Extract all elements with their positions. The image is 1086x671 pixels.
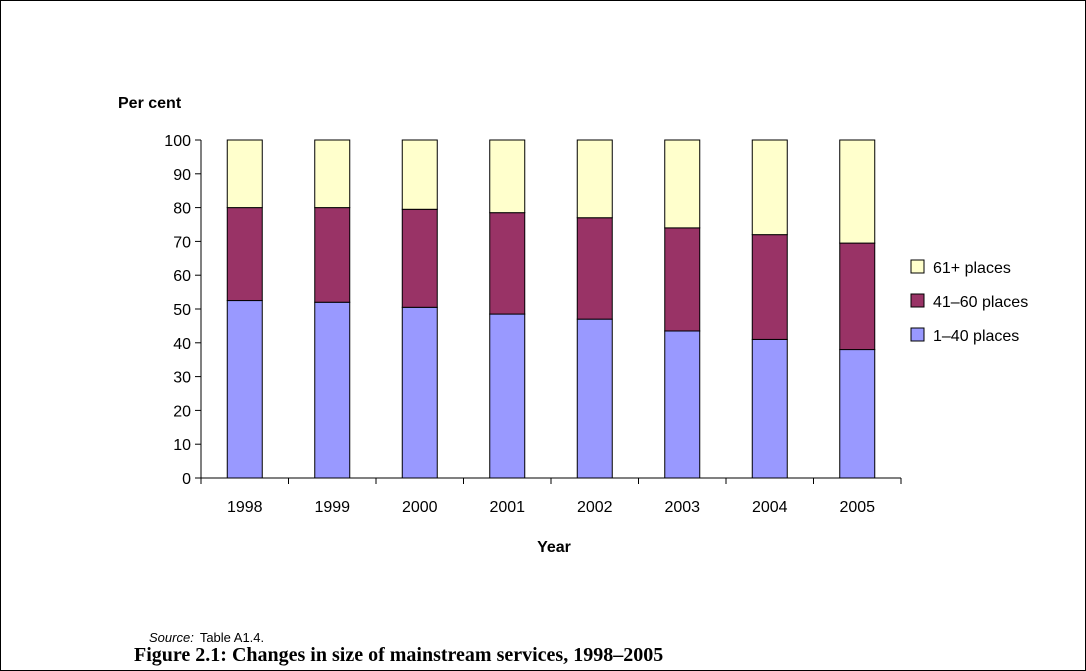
y-axis: 0 10 20 30 40 50 60 70 80 90 100 <box>164 133 202 488</box>
x-tick-label: 1999 <box>314 499 350 516</box>
x-tick-label: 2002 <box>577 499 613 516</box>
legend: 61+ places 41–60 places 1–40 places <box>910 259 1028 345</box>
legend-swatch <box>910 327 925 342</box>
bar-segment <box>839 139 876 244</box>
bar-segment <box>314 301 351 479</box>
y-tick-label: 30 <box>173 370 191 387</box>
bar-segment <box>401 139 438 210</box>
source-label: Source: <box>149 630 194 645</box>
source-text: Table A1.4. <box>199 630 265 645</box>
bar-segment <box>839 349 876 479</box>
bar-segment <box>664 227 701 332</box>
bar-segment <box>576 318 613 479</box>
bar-segment <box>401 208 438 308</box>
x-tick-label: 1998 <box>227 499 263 516</box>
bar-segment <box>576 139 613 219</box>
x-axis-title: Year <box>537 539 571 556</box>
y-tick-label: 0 <box>182 471 191 488</box>
legend-label: 1–40 places <box>933 328 1019 345</box>
bar-segment <box>314 207 351 303</box>
x-tick-label: 2004 <box>752 499 788 516</box>
figure-caption: Figure 2.1: Changes in size of mainstrea… <box>134 644 664 666</box>
bar-segment <box>489 139 526 214</box>
bars <box>226 139 876 479</box>
y-tick-label: 60 <box>173 268 191 285</box>
bar-segment <box>489 212 526 315</box>
y-tick-label: 40 <box>173 336 191 353</box>
legend-label: 41–60 places <box>933 294 1028 311</box>
x-tick-label: 2001 <box>489 499 525 516</box>
bar-segment <box>751 139 788 236</box>
bar-segment <box>839 242 876 351</box>
source-note: Source: Table A1.4. <box>149 630 264 645</box>
bar-segment <box>226 139 263 209</box>
y-tick-label: 20 <box>173 403 191 420</box>
bar-segment <box>489 313 526 479</box>
x-tick-label: 2000 <box>402 499 438 516</box>
bar-segment <box>226 207 263 302</box>
x-tick-label: 2003 <box>664 499 700 516</box>
stacked-bar-chart: Per cent 0 10 20 30 40 50 60 70 80 90 100 1998 1999… <box>118 95 1028 556</box>
y-tick-label: 50 <box>173 302 191 319</box>
x-tick-label: 2005 <box>839 499 875 516</box>
legend-swatch <box>910 293 925 308</box>
bar-segment <box>314 139 351 209</box>
bar-segment <box>664 139 701 229</box>
y-tick-label: 80 <box>173 201 191 218</box>
bar-segment <box>664 330 701 479</box>
y-tick-label: 100 <box>164 133 191 150</box>
bar-segment <box>576 217 613 320</box>
legend-swatch <box>910 259 925 274</box>
bar-segment <box>751 234 788 340</box>
y-tick-label: 90 <box>173 167 191 184</box>
y-axis-title: Per cent <box>118 95 182 112</box>
y-tick-label: 10 <box>173 437 191 454</box>
bar-segment <box>226 300 263 479</box>
legend-label: 61+ places <box>933 260 1011 277</box>
x-axis: 1998 1999 2000 2001 2002 2003 2004 2005 <box>200 477 902 516</box>
y-tick-label: 70 <box>173 234 191 251</box>
bar-segment <box>751 338 788 479</box>
bar-segment <box>401 306 438 479</box>
